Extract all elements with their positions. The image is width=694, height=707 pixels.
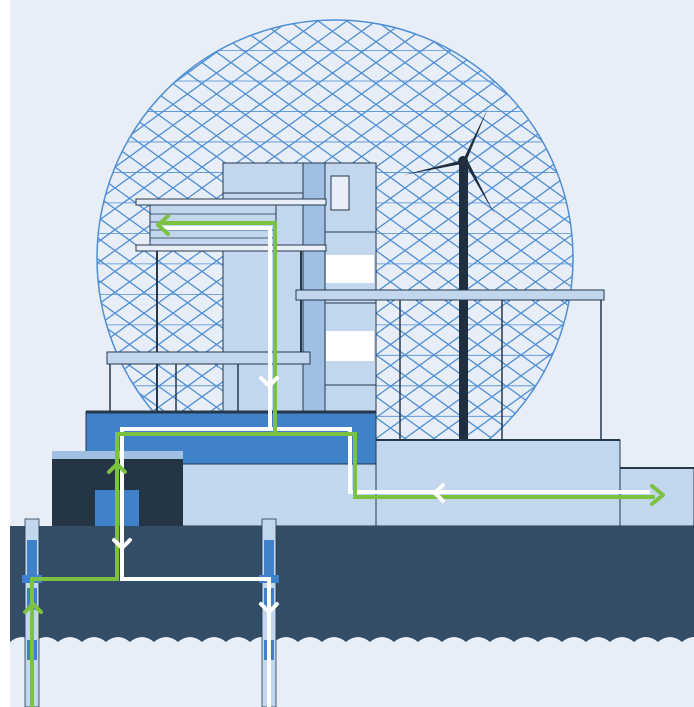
supply-flow-green — [30, 221, 655, 707]
right-canopy — [295, 289, 605, 440]
left-canopy — [106, 351, 311, 412]
arrow-up-icon — [107, 462, 127, 474]
ground — [10, 526, 694, 707]
flow-arrows — [23, 214, 665, 614]
arrow-down-icon — [112, 538, 132, 550]
arrow-down-icon — [259, 602, 279, 614]
building-tower — [222, 162, 377, 416]
return-flow-white — [120, 226, 650, 707]
arrow-left-icon — [156, 214, 170, 236]
arrow-down-icon — [259, 376, 279, 388]
arrow-left-icon — [433, 483, 445, 503]
arrow-right-icon — [650, 484, 665, 506]
arrow-up-icon — [23, 602, 43, 614]
